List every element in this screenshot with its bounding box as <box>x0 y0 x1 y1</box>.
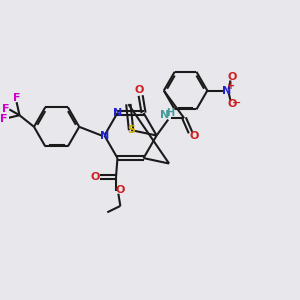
Text: F: F <box>13 93 20 103</box>
Text: F: F <box>2 104 10 114</box>
Text: O: O <box>116 185 125 195</box>
Text: O: O <box>227 99 237 109</box>
Text: S: S <box>127 125 135 135</box>
Text: +: + <box>227 81 236 91</box>
Text: O: O <box>189 130 199 140</box>
Text: O: O <box>227 72 237 82</box>
Text: N: N <box>100 130 109 140</box>
Text: N: N <box>222 85 232 96</box>
Text: F: F <box>0 114 7 124</box>
Text: O: O <box>90 172 100 182</box>
Text: H: H <box>167 108 175 118</box>
Text: O: O <box>134 85 144 95</box>
Text: −: − <box>232 98 242 107</box>
Text: N: N <box>113 108 122 118</box>
Text: N: N <box>160 110 169 120</box>
